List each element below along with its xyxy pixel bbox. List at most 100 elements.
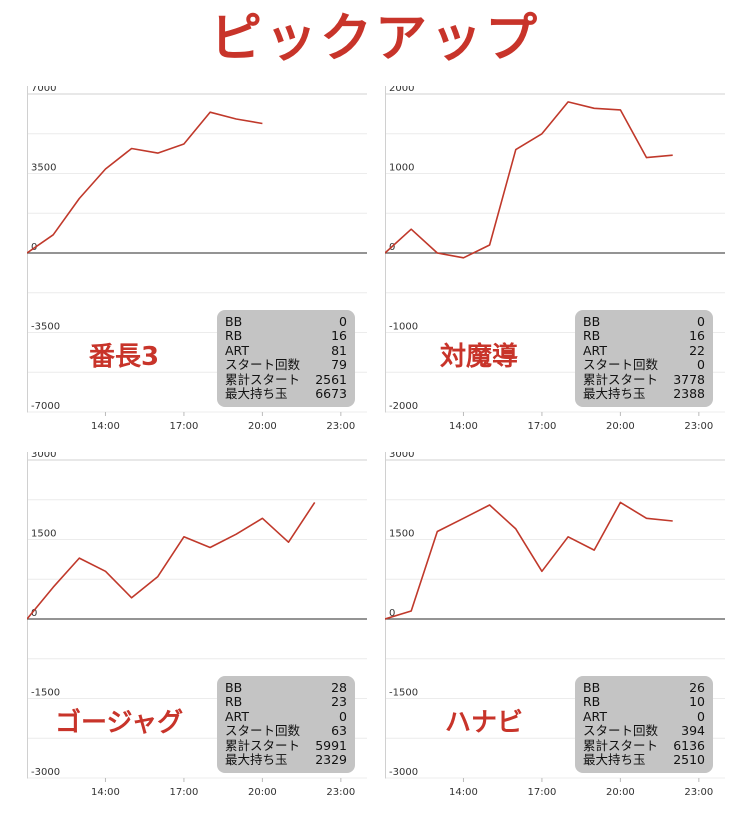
- machine-name-label: ゴージャグ: [55, 708, 184, 738]
- stat-label: RB: [583, 694, 601, 710]
- series-line: [27, 501, 316, 620]
- series-line: [27, 111, 263, 254]
- y-tick-label: 1500: [389, 529, 414, 540]
- stat-label: スタート回数: [583, 723, 659, 739]
- chart-panel-1: 7000 3500 0 -3500 -7000 14:00 17:00 20:00 23:00 番…: [27, 86, 367, 434]
- y-tick-label: -3000: [389, 767, 418, 778]
- x-tick-label: 23:00: [684, 787, 713, 798]
- chart-svg: 2000 1000 0 -1000 -2000 14:00 17:00 20:00 23:00: [385, 86, 725, 432]
- stat-value: 63: [331, 723, 347, 739]
- stat-row: 累計スタート 6136: [583, 737, 705, 753]
- stat-label: 累計スタート: [583, 371, 659, 387]
- x-tick-label: 14:00: [449, 421, 478, 432]
- stat-value: 5991: [315, 737, 347, 753]
- stat-row: ART 0: [225, 708, 347, 724]
- x-tick-label: 14:00: [91, 421, 120, 432]
- stat-row: 最大持ち玉 2510: [583, 752, 705, 767]
- y-tick-label: 2000: [389, 86, 414, 94]
- chart-svg: 7000 3500 0 -3500 -7000 14:00 17:00 20:00 23:00: [27, 86, 367, 432]
- stat-label: 累計スタート: [225, 371, 301, 387]
- stat-value: 16: [331, 328, 347, 344]
- stat-label: ART: [225, 708, 249, 724]
- stats-box: BB 0 RB 16 ART 81 スタート回数 79 累計スタート 2561 最大持ち玉 6673: [217, 310, 355, 408]
- y-tick-label: 1500: [31, 529, 56, 540]
- y-tick-label: -1500: [31, 688, 60, 699]
- stat-label: BB: [225, 314, 243, 329]
- chart-svg: 3000 1500 0 -1500 -3000 14:00 17:00 20:00 23:00: [27, 452, 367, 798]
- stat-row: 累計スタート 2561: [225, 371, 347, 387]
- y-tick-label: 0: [389, 608, 395, 619]
- x-tick-label: 23:00: [326, 787, 355, 798]
- stat-value: 0: [697, 314, 705, 329]
- stat-label: BB: [225, 680, 243, 695]
- stat-row: RB 16: [225, 328, 347, 344]
- x-tick-label: 20:00: [606, 787, 635, 798]
- stat-row: RB 23: [225, 694, 347, 710]
- stat-row: RB 16: [583, 328, 705, 344]
- y-tick-label: -1500: [389, 688, 418, 699]
- stat-row: 累計スタート 3778: [583, 371, 705, 387]
- y-tick-label: -3500: [31, 322, 60, 333]
- stat-label: ART: [583, 708, 607, 724]
- stat-label: RB: [583, 328, 601, 344]
- stat-label: 最大持ち玉: [225, 752, 288, 768]
- stat-value: 3778: [673, 371, 705, 387]
- x-tick-label: 20:00: [248, 421, 277, 432]
- stat-label: 最大持ち玉: [583, 386, 646, 402]
- stat-row: RB 10: [583, 694, 705, 710]
- x-tick-label: 17:00: [170, 421, 199, 432]
- series-line: [385, 501, 673, 620]
- stat-label: ART: [225, 342, 249, 358]
- stat-value: 16: [689, 328, 705, 344]
- stat-value: 6136: [673, 737, 705, 753]
- stats-box: BB 0 RB 16 ART 22 スタート回数 0 累計スタート 3778 最大持ち玉 2388: [575, 310, 713, 408]
- stat-row: スタート回数 0: [583, 357, 705, 373]
- stat-value: 394: [681, 723, 705, 739]
- x-tick-label: 23:00: [684, 421, 713, 432]
- stat-value: 2329: [315, 752, 347, 768]
- stat-label: RB: [225, 328, 243, 344]
- machine-name-label: 番長3: [89, 342, 160, 372]
- y-tick-label: -3000: [31, 767, 60, 778]
- stat-value: 22: [689, 342, 705, 358]
- stat-label: BB: [583, 680, 601, 695]
- chart-svg: 3000 1500 0 -1500 -3000 14:00 17:00 20:00 23:00: [385, 452, 725, 798]
- stat-value: 2388: [673, 386, 705, 402]
- y-tick-label: 3000: [389, 452, 414, 460]
- x-tick-label: 23:00: [326, 421, 355, 432]
- x-tick-label: 17:00: [528, 421, 557, 432]
- machine-name-label: 対魔導: [440, 342, 519, 372]
- stat-label: 最大持ち玉: [225, 386, 288, 402]
- stat-label: スタート回数: [583, 357, 659, 373]
- x-tick-label: 17:00: [170, 787, 199, 798]
- stat-value: 81: [331, 342, 347, 358]
- x-tick-label: 14:00: [91, 787, 120, 798]
- y-tick-label: 1000: [389, 163, 414, 174]
- x-tick-label: 14:00: [449, 787, 478, 798]
- x-tick-label: 20:00: [606, 421, 635, 432]
- stat-label: 累計スタート: [583, 737, 659, 753]
- y-tick-label: 0: [31, 608, 37, 619]
- stat-label: スタート回数: [225, 357, 301, 373]
- stat-row: BB 0: [225, 314, 347, 329]
- stat-row: スタート回数 63: [225, 723, 347, 739]
- stat-value: 26: [689, 680, 705, 695]
- stat-row: 累計スタート 5991: [225, 737, 347, 753]
- stat-row: ART 22: [583, 342, 705, 358]
- stat-value: 0: [697, 708, 705, 724]
- chart-panel-4: 3000 1500 0 -1500 -3000 14:00 17:00 20:00 23:00 ハ…: [385, 452, 725, 800]
- chart-panel-3: 3000 1500 0 -1500 -3000 14:00 17:00 20:00 23:00 ゴ…: [27, 452, 367, 800]
- stat-label: ART: [583, 342, 607, 358]
- y-tick-label: 7000: [31, 86, 56, 94]
- stat-row: BB 0: [583, 314, 705, 329]
- stat-row: 最大持ち玉 6673: [225, 386, 347, 402]
- x-tick-label: 20:00: [248, 787, 277, 798]
- stat-row: 最大持ち玉 2329: [225, 752, 347, 768]
- stat-value: 23: [331, 694, 347, 710]
- stats-box: BB 28 RB 23 ART 0 スタート回数 63 累計スタート 5991 最大持ち玉 2329: [217, 676, 355, 774]
- stat-value: 10: [689, 694, 705, 710]
- series-line: [385, 101, 673, 259]
- stat-value: 2561: [315, 371, 347, 387]
- stat-row: スタート回数 394: [583, 723, 705, 739]
- x-tick-label: 17:00: [528, 787, 557, 798]
